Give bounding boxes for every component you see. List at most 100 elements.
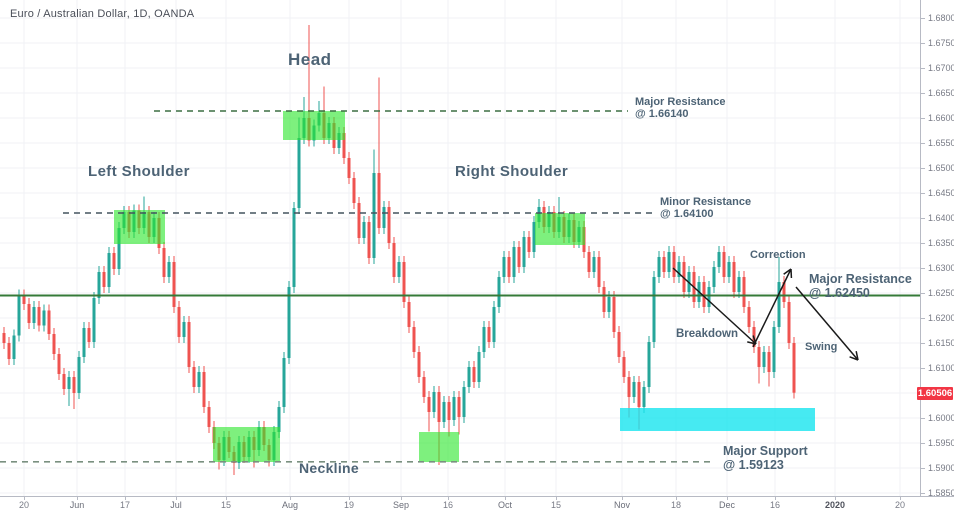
time-tick bbox=[900, 497, 901, 500]
right-shoulder-label[interactable]: Right Shoulder bbox=[455, 163, 569, 180]
head-zone[interactable] bbox=[283, 111, 345, 140]
price-tick bbox=[921, 268, 925, 269]
correction-arrow[interactable] bbox=[752, 268, 792, 348]
time-tick bbox=[727, 497, 728, 500]
left-shoulder-label[interactable]: Left Shoulder bbox=[88, 163, 190, 180]
price-tick bbox=[921, 418, 925, 419]
price-tick-label: 1.60000 bbox=[928, 413, 954, 423]
time-tick-label: Nov bbox=[613, 500, 631, 510]
time-tick bbox=[775, 497, 776, 500]
time-tick-label: 20 bbox=[894, 500, 906, 510]
price-tick bbox=[921, 293, 925, 294]
time-tick-label: 20 bbox=[18, 500, 30, 510]
neckline-zone-2[interactable] bbox=[419, 432, 459, 462]
price-tick-label: 1.68000 bbox=[928, 13, 954, 23]
time-tick-label: 16 bbox=[769, 500, 781, 510]
support-zone[interactable] bbox=[620, 408, 815, 431]
major-resistance-1-label[interactable]: Major Resistance @ 1.66140 bbox=[635, 96, 726, 121]
price-tick bbox=[921, 493, 925, 494]
head-label[interactable]: Head bbox=[288, 50, 332, 69]
time-tick-label: 17 bbox=[119, 500, 131, 510]
time-tick bbox=[176, 497, 177, 500]
price-tick-label: 1.62000 bbox=[928, 313, 954, 323]
time-tick-label: Jun bbox=[69, 500, 85, 510]
time-tick bbox=[622, 497, 623, 500]
price-tick bbox=[921, 368, 925, 369]
major-support-label[interactable]: Major Support @ 1.59123 bbox=[723, 444, 808, 472]
price-tick bbox=[921, 318, 925, 319]
time-tick bbox=[556, 497, 557, 500]
time-tick-label: Jul bbox=[170, 500, 182, 510]
time-tick bbox=[77, 497, 78, 500]
time-tick bbox=[676, 497, 677, 500]
swing-arrow-head bbox=[855, 351, 859, 361]
time-tick-label: Aug bbox=[281, 500, 299, 510]
neckline-zone-1[interactable] bbox=[213, 427, 280, 462]
price-tick bbox=[921, 68, 925, 69]
correction-arrow-head bbox=[783, 268, 792, 275]
price-axis[interactable]: 1.68000 1.67500 1.67000 1.66500 1.66000 1.655… bbox=[920, 0, 954, 498]
minor-resistance-label[interactable]: Minor Resistance @ 1.64100 bbox=[660, 196, 752, 221]
time-tick-label: 2020 bbox=[824, 500, 846, 510]
time-tick bbox=[24, 497, 25, 500]
right-shoulder-zone[interactable] bbox=[535, 213, 585, 245]
time-tick-label: 15 bbox=[220, 500, 232, 510]
time-tick-label: 19 bbox=[343, 500, 355, 510]
price-tick bbox=[921, 118, 925, 119]
price-tick bbox=[921, 468, 925, 469]
time-tick-label: Dec bbox=[718, 500, 736, 510]
price-tick bbox=[921, 443, 925, 444]
time-tick-label: Oct bbox=[497, 500, 513, 510]
price-tick-label: 1.62500 bbox=[928, 288, 954, 298]
price-tick-label: 1.61000 bbox=[928, 363, 954, 373]
symbol-title[interactable]: Euro / Australian Dollar, 1D, OANDA bbox=[10, 8, 195, 20]
price-tick bbox=[921, 193, 925, 194]
price-tick-label: 1.65500 bbox=[928, 138, 954, 148]
price-tick bbox=[921, 168, 925, 169]
price-tick-label: 1.63000 bbox=[928, 263, 954, 273]
price-tick bbox=[921, 143, 925, 144]
price-tick-label: 1.67500 bbox=[928, 38, 954, 48]
price-tick bbox=[921, 43, 925, 44]
price-tick-label: 1.65000 bbox=[928, 163, 954, 173]
time-tick bbox=[349, 497, 350, 500]
time-tick bbox=[290, 497, 291, 500]
price-tick-label: 1.64500 bbox=[928, 188, 954, 198]
price-tick bbox=[921, 243, 925, 244]
price-tick-label: 1.59500 bbox=[928, 438, 954, 448]
time-tick bbox=[835, 497, 836, 500]
price-tick-label: 1.58500 bbox=[928, 488, 954, 498]
time-tick bbox=[448, 497, 449, 500]
swing-arrow-head bbox=[849, 356, 859, 361]
time-tick bbox=[401, 497, 402, 500]
time-tick bbox=[505, 497, 506, 500]
major-resistance-2-label[interactable]: Major Resistance @ 1.62450 bbox=[809, 272, 912, 300]
time-tick-label: 15 bbox=[550, 500, 562, 510]
price-tick-label: 1.66000 bbox=[928, 113, 954, 123]
last-price-badge: 1.60506 bbox=[917, 387, 953, 400]
price-tick-label: 1.59000 bbox=[928, 463, 954, 473]
neckline-label[interactable]: Neckline bbox=[299, 460, 359, 476]
price-tick bbox=[921, 218, 925, 219]
price-tick-label: 1.64000 bbox=[928, 213, 954, 223]
breakdown-arrow[interactable] bbox=[672, 267, 757, 345]
price-tick-label: 1.61500 bbox=[928, 338, 954, 348]
swing-arrow[interactable] bbox=[795, 286, 859, 361]
price-tick-label: 1.63500 bbox=[928, 238, 954, 248]
time-tick-label: 16 bbox=[442, 500, 454, 510]
time-tick-label: Sep bbox=[392, 500, 410, 510]
left-shoulder-zone[interactable] bbox=[114, 210, 165, 244]
time-tick-label: 18 bbox=[670, 500, 682, 510]
breakdown-label[interactable]: Breakdown bbox=[676, 328, 738, 340]
time-tick bbox=[226, 497, 227, 500]
swing-label[interactable]: Swing bbox=[805, 341, 838, 353]
price-tick bbox=[921, 343, 925, 344]
price-tick-label: 1.67000 bbox=[928, 63, 954, 73]
time-tick bbox=[125, 497, 126, 500]
correction-label[interactable]: Correction bbox=[750, 249, 806, 261]
price-tick bbox=[921, 18, 925, 19]
price-tick bbox=[921, 93, 925, 94]
time-axis[interactable]: 20 Jun 17 Jul 15 Aug 19 Sep 16 Oct 15 Nov 18 Dec 16 202… bbox=[0, 496, 954, 512]
